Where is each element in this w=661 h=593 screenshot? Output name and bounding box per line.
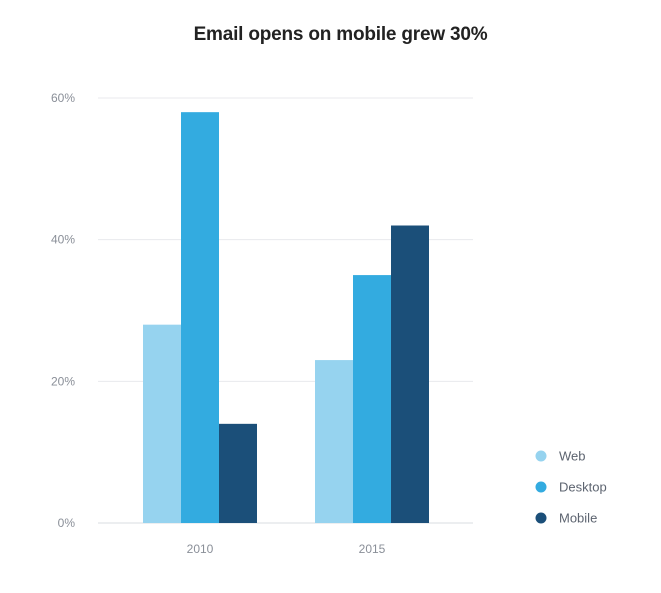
y-tick-label: 60% — [51, 91, 75, 105]
legend-swatch-mobile — [535, 512, 547, 524]
legend: Web Desktop Mobile — [535, 449, 607, 526]
legend-label-mobile: Mobile — [559, 511, 597, 526]
y-axis-ticks: 0% 20% 40% 60% — [51, 91, 75, 530]
x-tick-label: 2010 — [187, 542, 214, 556]
chart-title: Email opens on mobile grew 30% — [193, 24, 488, 45]
x-axis-ticks: 2010 2015 — [187, 542, 386, 556]
y-tick-label: 40% — [51, 233, 75, 247]
bars — [143, 112, 429, 524]
bar-web-2015 — [315, 360, 353, 523]
legend-label-desktop: Desktop — [559, 480, 607, 495]
bar-mobile-2010 — [219, 423, 257, 523]
y-tick-label: 20% — [51, 374, 75, 388]
legend-label-web: Web — [559, 449, 586, 464]
legend-swatch-desktop — [535, 481, 547, 493]
y-tick-label: 0% — [58, 516, 76, 530]
bar-mobile-2015 — [391, 225, 429, 523]
x-tick-label: 2015 — [359, 542, 386, 556]
bar-web-2010 — [143, 324, 181, 523]
bar-desktop-2015 — [353, 275, 391, 523]
bar-desktop-2010 — [181, 112, 219, 524]
legend-swatch-web — [535, 450, 547, 462]
